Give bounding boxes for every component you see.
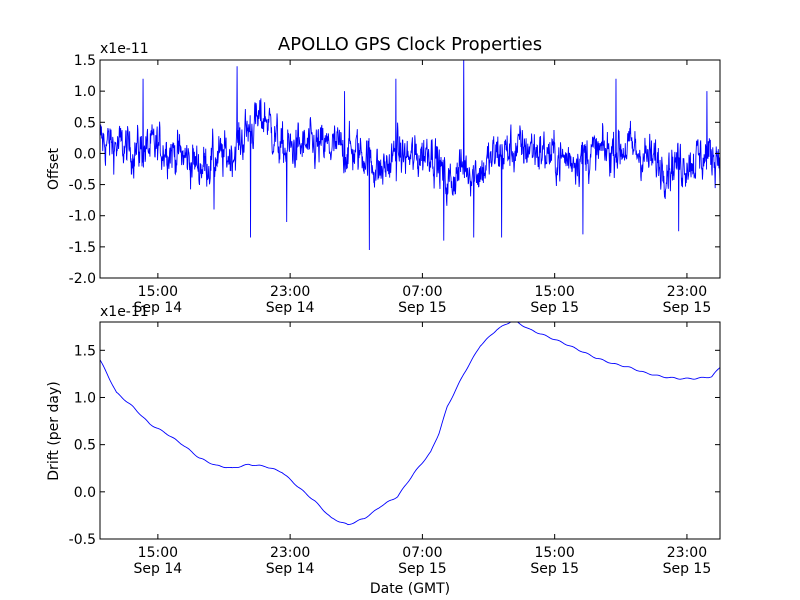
y-tick-label: 0.0 [74,485,96,501]
drift-panel: x1e-11 Drift (per day) Date (GMT) 1.5 1.0… [46,304,721,597]
offset-series-line [100,60,720,250]
y-tick-label: 0.5 [74,115,96,131]
x-tick-date-label: Sep 15 [530,300,579,316]
y-tick-label: 0.0 [74,146,96,162]
x-tick-date-label: Sep 15 [398,300,447,316]
offset-plot-area [99,59,721,279]
x-tick-time-label: 15:00 [138,284,178,300]
offset-y-ticks: 1.5 1.0 0.5 0.0 -0.5 -1.0 -1.5 -2.0 [69,53,720,287]
x-tick-date-label: Sep 14 [266,300,315,316]
x-tick-time-label: 07:00 [402,545,442,561]
y-tick-label: -2.0 [69,271,96,287]
drift-y-ticks: 1.5 1.0 0.5 0.0 -0.5 [69,343,720,548]
drift-plot-area [99,321,721,540]
y-tick-label: 1.0 [74,390,96,406]
drift-xlabel: Date (GMT) [370,581,450,597]
x-tick-time-label: 23:00 [667,545,707,561]
figure-title: APOLLO GPS Clock Properties [278,34,542,55]
x-tick-time-label: 23:00 [270,284,310,300]
x-tick-date-label: Sep 15 [663,300,712,316]
y-tick-label: 1.5 [74,53,96,69]
x-tick-time-label: 15:00 [534,284,574,300]
x-tick-date-label: Sep 14 [266,561,315,577]
x-tick-time-label: 23:00 [270,545,310,561]
y-tick-label: -1.0 [69,209,96,225]
x-tick-time-label: 23:00 [667,284,707,300]
y-tick-label: -1.5 [69,240,96,256]
drift-series-line [100,322,720,526]
y-tick-label: -0.5 [69,178,96,194]
offset-ylabel: Offset [46,147,62,190]
y-tick-label: 1.0 [74,84,96,100]
y-tick-label: -0.5 [69,532,96,548]
x-tick-time-label: 15:00 [138,545,178,561]
drift-ylabel: Drift (per day) [46,381,62,480]
x-tick-date-label: Sep 14 [134,300,183,316]
axes-frame [99,59,721,279]
x-tick-time-label: 15:00 [534,545,574,561]
drift-scale-label: x1e-11 [100,304,149,320]
x-tick-date-label: Sep 14 [134,561,183,577]
y-tick-label: 1.5 [74,343,96,359]
x-tick-date-label: Sep 15 [663,561,712,577]
y-tick-label: 0.5 [74,438,96,454]
x-tick-date-label: Sep 15 [530,561,579,577]
x-tick-time-label: 07:00 [402,284,442,300]
offset-panel: x1e-11 Offset 1.5 1.0 0.5 0.0 -0.5 -1.0 -1.5 -2… [46,41,721,316]
axes-frame [99,321,721,540]
offset-scale-label: x1e-11 [100,41,149,57]
x-tick-date-label: Sep 15 [398,561,447,577]
